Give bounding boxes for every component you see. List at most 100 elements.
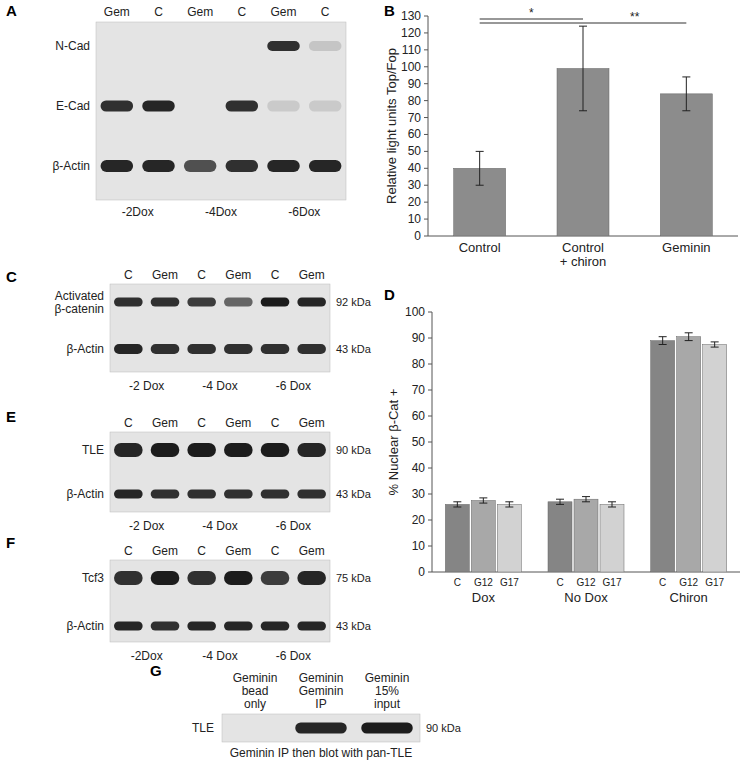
lane-label: Gem (270, 5, 296, 19)
error-cap (682, 110, 690, 111)
text-line: E (6, 408, 16, 425)
error-stem (483, 498, 484, 503)
text-line: Dox (472, 590, 496, 605)
bar (600, 504, 624, 572)
error-stem (686, 77, 687, 111)
y-tick-label: 10 (408, 212, 422, 226)
size-label: 43 kDa (336, 620, 372, 632)
y-tick-label: 40 (412, 461, 426, 475)
significance-mark: ** (630, 10, 640, 24)
text-line: Tcf3 (82, 571, 104, 585)
text-line: ** (630, 10, 640, 24)
error-cap (582, 501, 590, 502)
band (114, 571, 143, 585)
y-tick-label: 110 (402, 43, 421, 57)
panel-letter: B (384, 2, 395, 19)
lane-label: Geminin15%input (365, 671, 410, 711)
condition-label: -2Dox (131, 649, 163, 663)
text-line: Gem (299, 544, 325, 558)
y-tick (424, 151, 428, 152)
page: {"panel_labels": ["A", "B", "C", "D", "E… (0, 0, 750, 761)
lane-label: Gem (299, 544, 325, 558)
error-stem (560, 499, 561, 504)
text-line: 43 kDa (336, 343, 372, 355)
text-line: bead (242, 684, 269, 698)
condition-label: -4 Dox (202, 519, 237, 533)
lane-label: Gem (225, 268, 251, 282)
band (295, 723, 346, 734)
band (114, 443, 143, 457)
lane-label: Gem (225, 544, 251, 558)
error-bar (505, 502, 513, 507)
text-line: -6 Dox (276, 379, 311, 393)
condition-label: -2Dox (122, 205, 154, 219)
panel-letter: A (6, 2, 17, 19)
error-bar (476, 151, 484, 185)
text-line: β-Actin (52, 159, 90, 173)
band (224, 298, 253, 307)
error-cap (711, 341, 719, 342)
text-line: 90 (412, 331, 426, 345)
text-line: G12 (474, 577, 493, 588)
text-line: F (6, 534, 15, 551)
bar (677, 337, 701, 572)
membrane (110, 284, 330, 372)
error-cap (453, 507, 461, 508)
band (142, 101, 175, 112)
band (142, 160, 175, 172)
text-line: Gem (225, 268, 251, 282)
series-label: G12 (474, 577, 493, 588)
y-tick-label: 90 (412, 331, 426, 345)
caption: Geminin IP then blot with pan-TLE (230, 746, 413, 760)
error-cap (608, 507, 616, 508)
text-line: -2 Dox (129, 519, 164, 533)
significance-mark: * (529, 6, 534, 20)
text-line: C (124, 416, 133, 430)
row-label: E-Cad (56, 99, 90, 113)
error-cap (682, 76, 690, 77)
y-tick-label: 80 (412, 357, 426, 371)
text-line: 90 (408, 77, 422, 91)
text-line: Geminin IP then blot with pan-TLE (230, 746, 413, 760)
condition-label: -2 Dox (129, 519, 164, 533)
blot: GemininbeadonlyGemininGemininIPGeminin15… (192, 671, 462, 760)
bar (548, 502, 572, 572)
text-line: -4 Dox (202, 379, 237, 393)
condition-label: -2 Dox (129, 379, 164, 393)
blot: GemCGemCGemCN-CadE-Cadβ-Actin-2Dox-4Dox-… (52, 5, 346, 219)
condition-label: -4 Dox (202, 379, 237, 393)
text-line: Gem (104, 5, 130, 19)
y-tick-label: 10 (412, 539, 426, 553)
bars (454, 26, 713, 236)
row-label: β-Actin (66, 619, 104, 633)
bar (651, 341, 675, 572)
series-label: G12 (679, 577, 698, 588)
band (261, 443, 290, 457)
text-line: 75 kDa (336, 572, 372, 584)
y-tick (428, 338, 432, 339)
lane-label: Gem (152, 268, 178, 282)
text-line: Geminin (365, 671, 410, 685)
text-line: 60 (408, 127, 422, 141)
text-line: 70 (408, 111, 422, 125)
text-line: N-Cad (55, 39, 90, 53)
band (226, 101, 258, 112)
band (151, 622, 180, 631)
text-line: 70 (412, 383, 426, 397)
panel-letter: G (150, 662, 162, 679)
size-label: 90 kDa (426, 722, 462, 734)
y-tick (428, 572, 432, 573)
text-line: 92 kDa (336, 296, 372, 308)
text-line: C (197, 416, 206, 430)
condition-label: -6 Dox (276, 379, 311, 393)
y-tick-label: 20 (412, 513, 426, 527)
error-cap (556, 499, 564, 500)
membrane (96, 22, 346, 200)
text-line: Relative light units Top/Fop (384, 48, 399, 204)
band (224, 443, 253, 457)
text-line: C (124, 268, 133, 282)
band (114, 298, 143, 307)
band (267, 41, 300, 51)
lane-label: C (197, 268, 206, 282)
y-tick-label: 60 (412, 409, 426, 423)
